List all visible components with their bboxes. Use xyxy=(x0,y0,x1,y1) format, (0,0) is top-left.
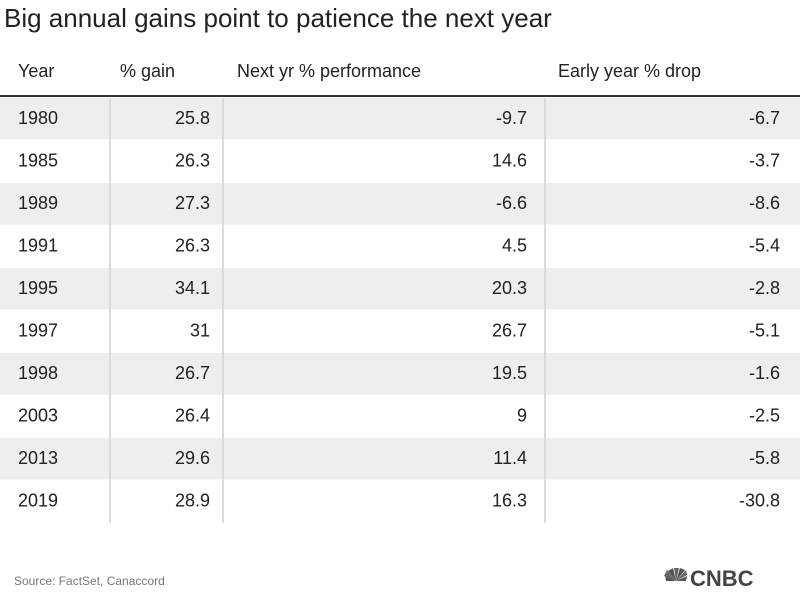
row-band xyxy=(111,183,222,225)
cell: 34.1 xyxy=(175,278,210,298)
cell: 1995 xyxy=(18,278,58,298)
row-band xyxy=(224,268,544,310)
cell: 31 xyxy=(190,321,210,341)
row-band xyxy=(224,183,544,225)
cell: 20.3 xyxy=(492,278,527,298)
row-band xyxy=(0,183,109,225)
cell: 2003 xyxy=(18,406,58,426)
column-header: Next yr % performance xyxy=(237,61,421,81)
cell: 26.4 xyxy=(175,406,210,426)
cell: 26.3 xyxy=(175,236,210,256)
cell: 14.6 xyxy=(492,151,527,171)
cell: -1.6 xyxy=(749,363,780,383)
cell: 2019 xyxy=(18,491,58,511)
cell: 1980 xyxy=(18,108,58,128)
cell: 26.7 xyxy=(492,321,527,341)
cell: -6.6 xyxy=(496,193,527,213)
title: Big annual gains point to patience the n… xyxy=(4,3,552,33)
row-band xyxy=(224,438,544,480)
cell: -2.8 xyxy=(749,278,780,298)
cell: -9.7 xyxy=(496,108,527,128)
column-header: % gain xyxy=(120,61,175,81)
row-band xyxy=(546,353,800,395)
cell: 1985 xyxy=(18,151,58,171)
row-band xyxy=(0,98,109,140)
cell: 1991 xyxy=(18,236,58,256)
cell: 1989 xyxy=(18,193,58,213)
row-band xyxy=(111,438,222,480)
cell: -5.4 xyxy=(749,236,780,256)
cell: 11.4 xyxy=(493,448,527,468)
cell: 26.7 xyxy=(175,363,210,383)
row-band xyxy=(0,353,109,395)
source: Source: FactSet, Canaccord xyxy=(14,574,165,588)
cell: 26.3 xyxy=(175,151,210,171)
cell: 28.9 xyxy=(175,491,210,511)
cell: 16.3 xyxy=(492,491,527,511)
cell: 2013 xyxy=(18,448,58,468)
row-band xyxy=(546,268,800,310)
cell: 4.5 xyxy=(502,236,527,256)
cell: -3.7 xyxy=(749,151,780,171)
row-band xyxy=(546,438,800,480)
cell: 19.5 xyxy=(492,363,527,383)
logo: CNBC xyxy=(664,566,754,591)
logo-peacock xyxy=(664,568,687,581)
row-band xyxy=(546,183,800,225)
cell: -8.6 xyxy=(749,193,780,213)
column-header: Early year % drop xyxy=(558,61,701,81)
cell: 9 xyxy=(517,406,527,426)
column-header: Year xyxy=(18,61,54,81)
table-body: 1980 25.8 -9.7 -6.7 1985 26.3 14.6 -3.7 1989 27.3… xyxy=(0,98,800,523)
logo-text: CNBC xyxy=(690,566,754,591)
row-band xyxy=(111,98,222,140)
row-band xyxy=(0,268,109,310)
cell: -5.8 xyxy=(749,448,780,468)
cell: 29.6 xyxy=(175,448,210,468)
cell: -5.1 xyxy=(749,321,780,341)
cell: 25.8 xyxy=(175,108,210,128)
row-band xyxy=(111,353,222,395)
cell: 1997 xyxy=(18,321,58,341)
row-band xyxy=(224,98,544,140)
cell: 27.3 xyxy=(175,193,210,213)
row-band xyxy=(0,438,109,480)
row-band xyxy=(224,353,544,395)
cell: 1998 xyxy=(18,363,58,383)
row-band xyxy=(546,98,800,140)
cell: -2.5 xyxy=(749,406,780,426)
row-band xyxy=(111,268,222,310)
cell: -6.7 xyxy=(749,108,780,128)
cell: -30.8 xyxy=(739,491,780,511)
